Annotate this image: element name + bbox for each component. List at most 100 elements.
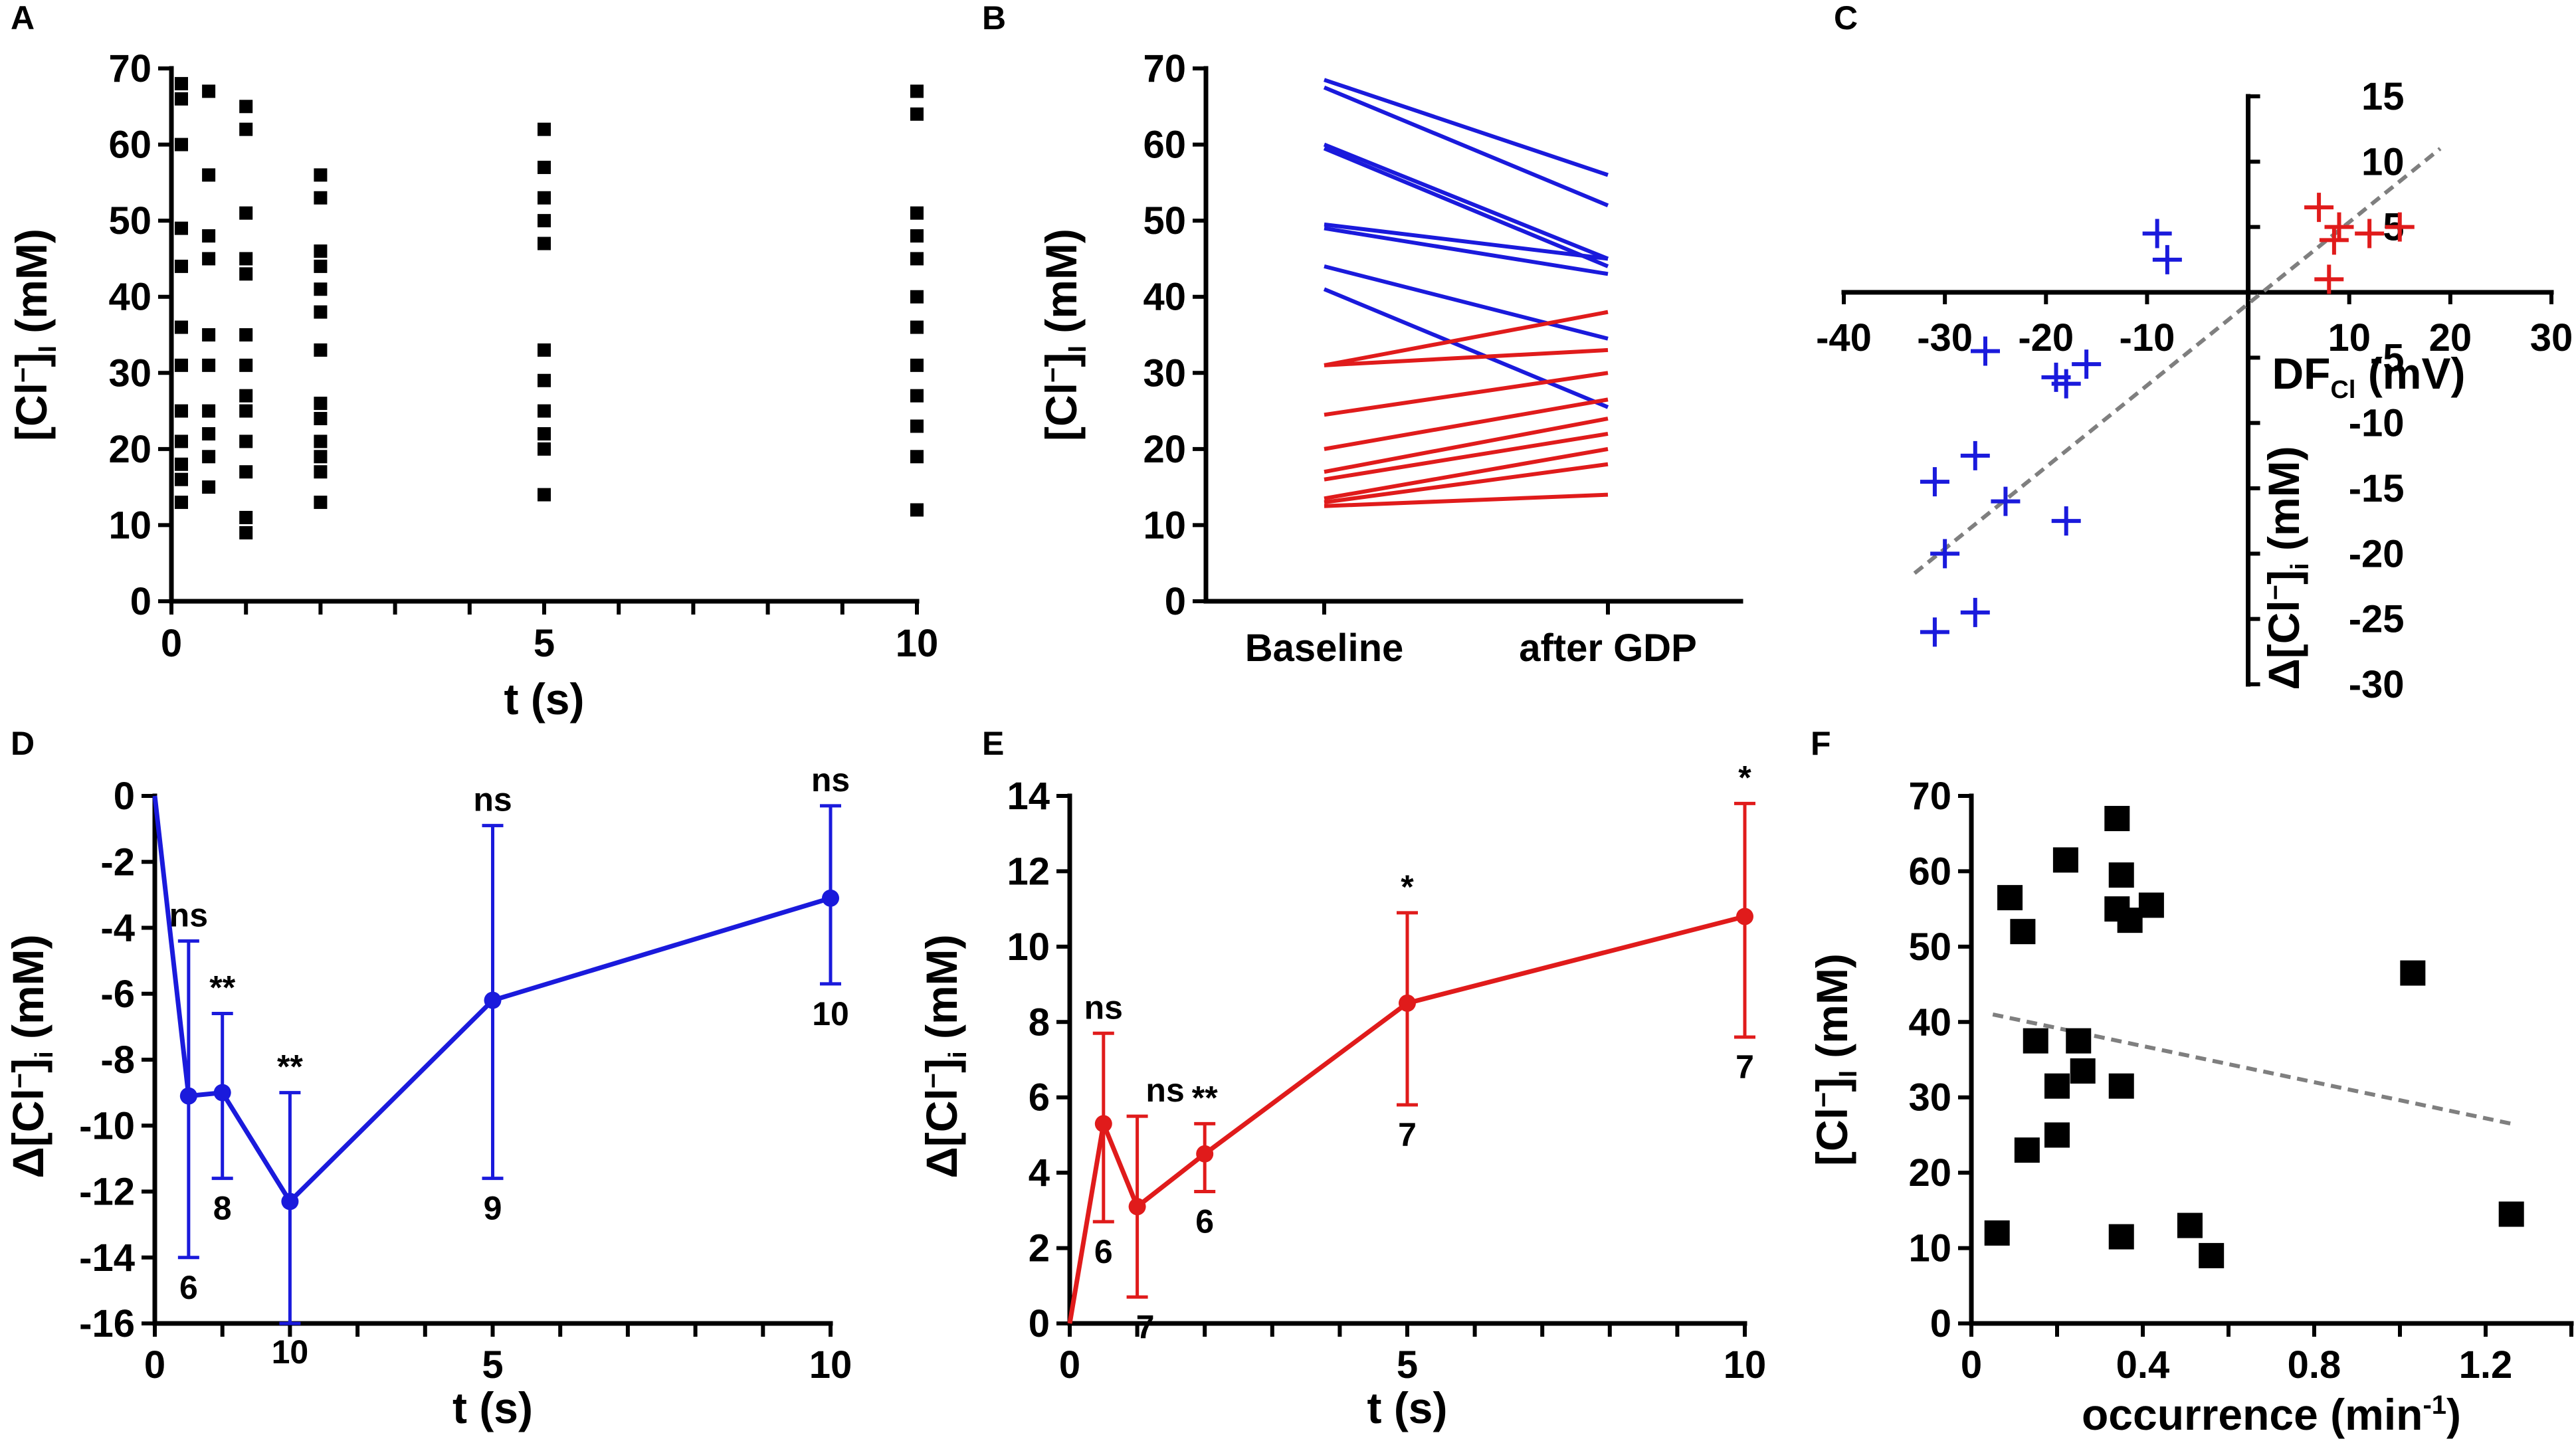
n-label: 7 bbox=[1398, 1116, 1417, 1153]
data-point bbox=[239, 465, 253, 479]
data-point bbox=[2104, 806, 2130, 832]
x-tick-label: 0 bbox=[1961, 1343, 1982, 1387]
data-point bbox=[239, 404, 253, 418]
y-tick-label: 60 bbox=[1143, 124, 1186, 167]
data-point bbox=[1997, 885, 2023, 911]
x-tick-label: 10 bbox=[896, 622, 939, 665]
n-label: 7 bbox=[1735, 1048, 1754, 1086]
data-point bbox=[314, 282, 328, 296]
y-axis-title-sup: − bbox=[1809, 1092, 1838, 1108]
data-point bbox=[175, 457, 188, 471]
data-point bbox=[175, 358, 188, 372]
x-tick-label: 10 bbox=[809, 1343, 852, 1387]
data-point bbox=[2108, 862, 2134, 888]
n-label: 6 bbox=[179, 1269, 198, 1306]
y-tick-label: -15 bbox=[2349, 467, 2405, 510]
panel-label-a: A bbox=[11, 0, 35, 37]
data-point bbox=[239, 526, 253, 539]
y-tick-label: 14 bbox=[1007, 775, 1050, 818]
y-axis-title-unit: (mM) bbox=[3, 934, 52, 1051]
data-point bbox=[175, 92, 188, 106]
y-axis-title-sup: − bbox=[1039, 367, 1068, 383]
data-point bbox=[202, 450, 216, 464]
y-tick-label: -5 bbox=[2370, 336, 2405, 379]
x-axis-title: t (s) bbox=[1367, 1383, 1448, 1432]
data-point bbox=[2108, 1073, 2134, 1099]
y-axis-title-unit: (mM) bbox=[917, 934, 966, 1051]
y-tick-label: -16 bbox=[79, 1302, 135, 1345]
y-tick-label: 2 bbox=[1029, 1227, 1050, 1270]
data-point bbox=[538, 427, 551, 440]
y-tick-label: -14 bbox=[79, 1236, 135, 1280]
panel-b: 0 10 20 30 40 50 60 70 Baseline after GDP [Cl−]I (… bbox=[1037, 47, 1743, 670]
y-tick-label: 10 bbox=[1007, 925, 1050, 969]
data-point bbox=[2138, 892, 2164, 918]
series-line bbox=[1067, 914, 1745, 1324]
y-axis-title: Δ[Cl−]i (mM) bbox=[917, 934, 972, 1178]
series-line-increase bbox=[1324, 310, 1609, 367]
series-line-decrease bbox=[1324, 222, 1609, 261]
data-point bbox=[2314, 264, 2344, 294]
data-point bbox=[202, 328, 216, 341]
y-axis-title-main: Δ[Cl bbox=[2259, 600, 2308, 690]
data-point bbox=[314, 496, 328, 510]
data-point bbox=[1960, 440, 1990, 470]
y-tick-label: 40 bbox=[1143, 276, 1186, 319]
x-axis-title-unit: (mV) bbox=[2355, 349, 2465, 398]
data-point bbox=[175, 138, 188, 151]
series-line-decrease bbox=[1324, 78, 1609, 177]
data-point bbox=[239, 328, 253, 341]
panel-label-d: D bbox=[11, 725, 35, 762]
x-tick-label: 5 bbox=[482, 1343, 503, 1387]
data-point bbox=[2319, 225, 2349, 255]
y-axis-title-sup: − bbox=[5, 1073, 35, 1088]
data-point bbox=[910, 450, 924, 464]
y-axis-title-close: ] bbox=[3, 1058, 52, 1073]
data-point bbox=[1920, 467, 1949, 497]
data-point bbox=[2355, 219, 2385, 248]
data-point bbox=[314, 450, 328, 464]
y-tick-label: -25 bbox=[2349, 598, 2405, 641]
panel-d: 0-2-4-6-8-10-12-14-160 5 10t (s)Δ[Cl−]i (m… bbox=[3, 761, 852, 1432]
y-tick-label: -8 bbox=[100, 1038, 135, 1082]
y-tick-label: 10 bbox=[1143, 504, 1186, 547]
y-tick-label: 10 bbox=[2361, 140, 2405, 183]
data-point bbox=[1920, 617, 1949, 647]
data-point bbox=[538, 214, 551, 228]
x-tick-label: 10 bbox=[2328, 316, 2371, 359]
data-point bbox=[2304, 193, 2334, 223]
data-point bbox=[202, 252, 216, 266]
y-tick-label: 20 bbox=[108, 428, 151, 471]
data-point bbox=[175, 404, 188, 418]
data-point bbox=[202, 480, 216, 494]
data-point bbox=[538, 160, 551, 174]
data-point bbox=[202, 229, 216, 243]
x-tick-label: 0.4 bbox=[2116, 1343, 2170, 1387]
y-axis-title-main: Δ[Cl bbox=[3, 1088, 52, 1178]
y-axis-title-unit: (mM) bbox=[1807, 953, 1856, 1070]
y-axis-title-close: ] bbox=[1807, 1078, 1856, 1092]
data-point bbox=[538, 442, 551, 456]
data-point bbox=[910, 389, 924, 403]
significance-label: * bbox=[1401, 868, 1414, 906]
series-line-decrease bbox=[1324, 264, 1609, 341]
y-axis-title-sub: i bbox=[2286, 563, 2314, 570]
significance-label: ns bbox=[169, 896, 208, 933]
y-tick-label: 20 bbox=[1908, 1151, 1951, 1195]
y-axis-title-sup: − bbox=[9, 367, 38, 383]
y-tick-label: -10 bbox=[79, 1104, 135, 1147]
data-point bbox=[538, 343, 551, 357]
significance-label: ns bbox=[1145, 1072, 1184, 1109]
data-point bbox=[910, 419, 924, 433]
series-line bbox=[152, 795, 832, 1204]
data-point bbox=[538, 404, 551, 418]
data-point bbox=[175, 221, 188, 235]
data-point bbox=[910, 290, 924, 304]
data-point bbox=[2044, 1073, 2070, 1099]
x-axis-title: DFCl (mV) bbox=[2272, 349, 2466, 404]
y-tick-label: 50 bbox=[108, 199, 151, 242]
y-axis-title: [Cl−]I (mM) bbox=[1807, 953, 1862, 1166]
y-tick-label: -10 bbox=[2349, 402, 2405, 445]
data-point bbox=[175, 259, 188, 273]
data-point bbox=[314, 465, 328, 479]
